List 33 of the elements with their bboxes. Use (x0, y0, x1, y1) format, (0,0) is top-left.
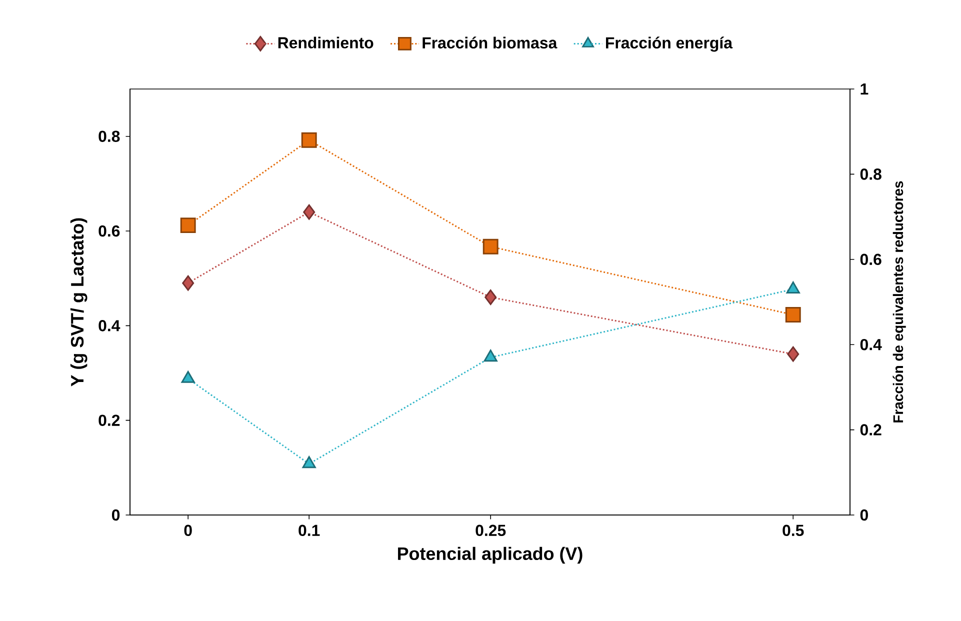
y-tick-label: 0.2 (98, 414, 120, 426)
y-tick-label: 0.4 (98, 320, 120, 332)
x-tick-label: 0.1 (298, 524, 320, 536)
x-tick-label: 0 (184, 524, 192, 536)
y2-tick-label: 0.6 (860, 254, 882, 266)
point (787, 346, 800, 362)
point (484, 290, 497, 305)
point (786, 281, 800, 294)
point (181, 370, 195, 383)
y2-tick-label: 0.2 (860, 424, 882, 436)
x-tick-label: 0.5 (782, 524, 804, 536)
y2-tick-label: 0 (860, 509, 868, 521)
point (180, 218, 196, 234)
x-axis-title: Potencial aplicado (V) (398, 546, 582, 564)
legend-label: Fracción biomasa (422, 36, 558, 49)
y2-tick-label: 1 (860, 84, 868, 94)
y2-axis-title: Fracción de equivalentes reductores (892, 181, 906, 422)
point (301, 132, 317, 148)
y2-tick-label: 0.8 (860, 168, 882, 180)
legend-label: Rendimiento (278, 36, 374, 48)
point (182, 275, 194, 291)
point (303, 204, 316, 220)
y-tick-label: 0.6 (98, 225, 120, 237)
point (482, 238, 498, 254)
point (302, 456, 316, 468)
point (785, 307, 801, 322)
point (484, 350, 498, 362)
y2-tick-label: 0.4 (860, 338, 882, 350)
legend-label: Fracción energía (606, 36, 733, 52)
y-tick-label: 0.8 (98, 130, 120, 142)
x-tick-label: 0.25 (476, 524, 506, 536)
y-tick-label: 0 (112, 509, 120, 521)
y-axis-title: Y (g SVT/ g Lactato) (70, 218, 88, 386)
